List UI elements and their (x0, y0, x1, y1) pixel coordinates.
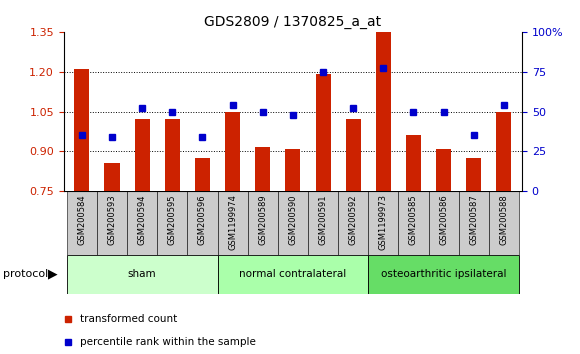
Bar (97, 191, 127, 255)
Bar (496, 112, 512, 191)
Bar (218, 255, 368, 294)
Text: GSM1199974: GSM1199974 (228, 194, 237, 250)
Bar (74, 69, 89, 191)
Bar (157, 191, 187, 255)
Text: GSM200596: GSM200596 (198, 194, 207, 245)
Bar (466, 158, 481, 191)
Bar (248, 191, 278, 255)
Bar (135, 120, 150, 191)
Bar (338, 191, 368, 255)
Text: osteoarthritic ipsilateral: osteoarthritic ipsilateral (381, 269, 506, 279)
Bar (436, 149, 451, 191)
Text: GSM200590: GSM200590 (288, 194, 298, 245)
Text: GSM200594: GSM200594 (137, 194, 147, 245)
Bar (316, 74, 331, 191)
Text: ▶: ▶ (48, 268, 58, 281)
Text: GSM200593: GSM200593 (107, 194, 117, 245)
Text: GSM200587: GSM200587 (469, 194, 478, 245)
Bar (187, 191, 218, 255)
Text: GSM200589: GSM200589 (258, 194, 267, 245)
Bar (195, 158, 210, 191)
Text: GSM200592: GSM200592 (349, 194, 358, 245)
Bar (104, 163, 119, 191)
Bar (376, 32, 391, 191)
Bar (255, 147, 270, 191)
Text: GSM1199973: GSM1199973 (379, 194, 388, 250)
Text: sham: sham (128, 269, 157, 279)
Bar (127, 191, 157, 255)
Text: GSM200588: GSM200588 (499, 194, 509, 245)
Bar (406, 136, 421, 191)
Text: percentile rank within the sample: percentile rank within the sample (80, 337, 256, 347)
Bar (429, 191, 459, 255)
Text: GSM200595: GSM200595 (168, 194, 177, 245)
Bar (218, 191, 248, 255)
Bar (285, 149, 300, 191)
Bar (459, 191, 489, 255)
Text: GSM200591: GSM200591 (318, 194, 328, 245)
Bar (67, 191, 97, 255)
Bar (398, 191, 429, 255)
Text: GSM200585: GSM200585 (409, 194, 418, 245)
Bar (368, 255, 519, 294)
Text: transformed count: transformed count (80, 314, 177, 324)
Text: protocol: protocol (3, 269, 48, 279)
Text: GSM200584: GSM200584 (77, 194, 86, 245)
Bar (165, 120, 180, 191)
Bar (278, 191, 308, 255)
Bar (308, 191, 338, 255)
Bar (489, 191, 519, 255)
Bar (225, 112, 240, 191)
Title: GDS2809 / 1370825_a_at: GDS2809 / 1370825_a_at (204, 16, 382, 29)
Text: normal contralateral: normal contralateral (240, 269, 346, 279)
Text: GSM200586: GSM200586 (439, 194, 448, 245)
Bar (346, 120, 361, 191)
Bar (67, 255, 218, 294)
Bar (368, 191, 398, 255)
